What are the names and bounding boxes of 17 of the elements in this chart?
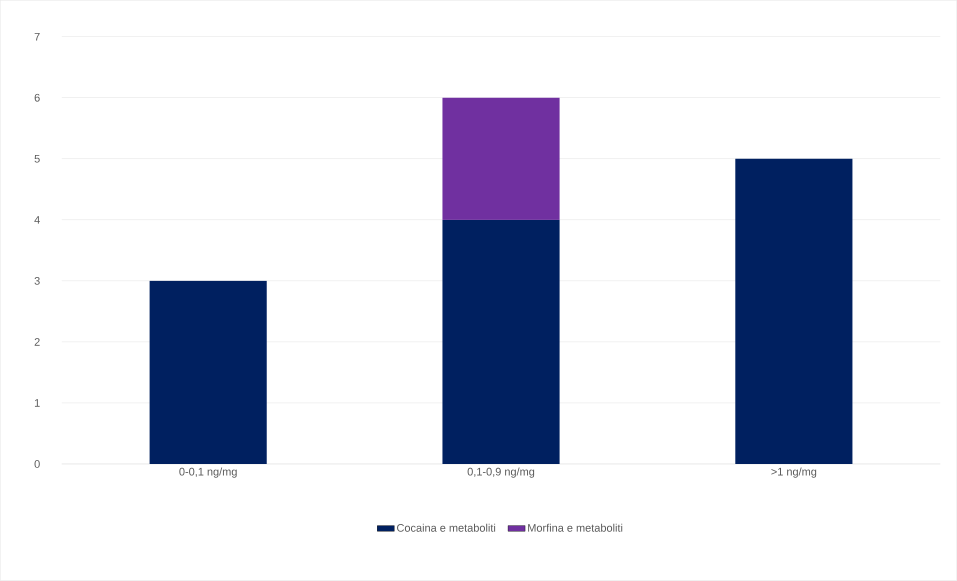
x-tick-label: 0,1-0,9 ng/mg [468,468,534,478]
bar [442,98,560,220]
legend-label: Morfina e metaboliti [528,524,622,532]
y-tick-label: 4 [34,216,40,224]
x-tick-label: >1 ng/mg [771,468,816,478]
bar [150,280,267,464]
y-tick-label: 0 [34,460,40,468]
y-tick-label: 1 [34,399,40,407]
y-tick-label: 5 [34,155,40,163]
x-tick-label: 0-0,1 ng/mg [179,468,237,478]
legend-label: Cocaina e metaboliti [397,524,496,532]
bar [735,158,852,464]
bar [442,220,560,464]
y-tick-label: 2 [34,338,40,346]
y-tick-label: 7 [34,33,40,41]
y-tick-label: 6 [34,94,40,102]
y-tick-label: 3 [34,277,40,285]
